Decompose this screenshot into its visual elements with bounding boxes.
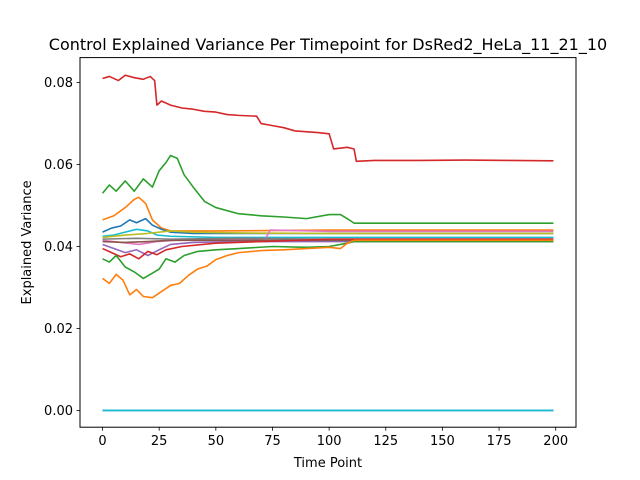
series-line-9 (102, 239, 554, 244)
x-tick-label: 175 (487, 434, 512, 449)
x-tick-label: 75 (264, 434, 281, 449)
x-tick-label: 0 (98, 434, 106, 449)
series-line-13 (102, 239, 554, 299)
y-tick-label: 0.06 (44, 158, 73, 173)
x-tick-label: 50 (208, 434, 225, 449)
series-line-12 (102, 240, 554, 280)
y-tick-label: 0.02 (44, 322, 73, 337)
series-line-2 (101, 154, 554, 224)
series-line-6 (102, 230, 554, 239)
series-line-11 (102, 238, 554, 260)
series-layer (101, 74, 554, 412)
tick-layer: 0 25 50 75 100 125 150 175 200 0.00 0.02 0.04 0.06 0.… (44, 76, 568, 449)
x-tick-label: 150 (430, 434, 455, 449)
chart-title: Control Explained Variance Per Timepoint… (49, 35, 607, 55)
x-tick-label: 100 (317, 434, 342, 449)
x-axis-label: Time Point (293, 456, 362, 471)
x-tick-label: 25 (151, 434, 168, 449)
series-line-1 (102, 74, 554, 163)
x-tick-label: 200 (543, 434, 568, 449)
y-tick-label: 0.00 (44, 404, 73, 419)
series-line-3 (102, 196, 554, 232)
x-tick-label: 125 (373, 434, 398, 449)
y-axis-label: Explained Variance (20, 180, 35, 304)
plot-frame (79, 57, 577, 428)
y-tick-label: 0.08 (44, 76, 73, 91)
y-tick-label: 0.04 (44, 240, 73, 255)
